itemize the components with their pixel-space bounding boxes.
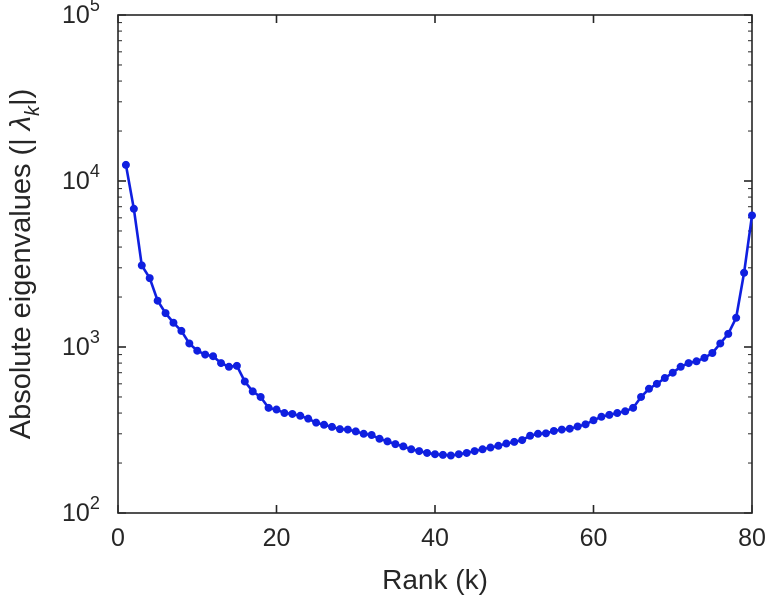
data-point: [549, 426, 558, 435]
data-point: [280, 409, 289, 418]
data-point: [201, 350, 210, 359]
data-point: [232, 361, 241, 370]
data-point: [534, 429, 543, 438]
data-point: [407, 445, 416, 454]
data-point: [153, 296, 162, 305]
data-point: [605, 410, 614, 419]
data-point: [740, 268, 749, 277]
y-tick-label: 103: [62, 327, 100, 361]
data-point: [248, 387, 257, 396]
x-tick-label: 20: [263, 524, 291, 552]
data-point: [423, 448, 432, 457]
data-point: [327, 422, 336, 431]
data-point: [526, 431, 535, 440]
y-tick-labels: 102 103 104 105: [62, 0, 100, 527]
data-point: [518, 436, 527, 445]
data-point: [494, 441, 503, 450]
data-point: [217, 359, 226, 368]
data-point: [240, 377, 249, 386]
data-point: [296, 411, 305, 420]
data-point: [438, 450, 447, 459]
data-point: [264, 403, 273, 412]
data-point: [589, 416, 598, 425]
data-point: [431, 450, 439, 459]
data-point: [621, 407, 630, 416]
data-point: [391, 440, 400, 449]
data-point: [462, 448, 471, 457]
data-point: [478, 445, 487, 454]
data-point: [613, 409, 622, 418]
data-point: [732, 313, 741, 322]
data-point: [169, 318, 178, 327]
data-point: [660, 374, 669, 383]
data-point: [272, 405, 281, 414]
data-point: [668, 368, 677, 377]
data-point: [415, 447, 424, 456]
data-point: [137, 261, 146, 270]
data-point: [367, 431, 376, 440]
data-point: [748, 211, 756, 220]
data-point: [629, 403, 638, 412]
x-tick-label: 0: [111, 524, 125, 552]
y-tick-label: 105: [62, 0, 100, 29]
data-point: [454, 450, 463, 459]
data-point: [565, 424, 574, 433]
data-point: [510, 437, 519, 446]
data-point: [375, 434, 384, 443]
data-point: [320, 420, 329, 429]
data-point: [288, 409, 297, 418]
data-point: [470, 447, 479, 456]
data-point: [637, 392, 646, 401]
data-point: [692, 357, 701, 366]
data-point: [304, 414, 313, 423]
data-point: [335, 425, 344, 434]
data-point: [684, 359, 693, 368]
data-point: [652, 379, 661, 388]
data-point: [256, 392, 265, 401]
data-point: [185, 339, 194, 348]
data-point: [383, 437, 392, 446]
data-point: [486, 443, 495, 452]
data-point: [716, 339, 725, 348]
x-tick-label: 60: [580, 524, 608, 552]
data-point: [708, 349, 717, 358]
data-point: [700, 353, 709, 362]
data-point: [312, 418, 321, 427]
data-markers: [121, 160, 756, 460]
data-point: [541, 429, 550, 438]
x-tick-label: 80: [738, 524, 766, 552]
y-tick-label: 104: [62, 161, 100, 195]
data-point: [581, 420, 590, 429]
data-point: [573, 422, 582, 431]
data-point: [359, 429, 368, 438]
data-point: [161, 309, 170, 318]
data-point: [121, 160, 130, 169]
x-axis-label: Rank (k): [382, 564, 488, 595]
data-point: [644, 384, 653, 393]
y-tick-label: 102: [62, 493, 100, 527]
data-point: [343, 425, 352, 434]
data-point: [676, 362, 685, 371]
x-tick-labels: 0 20 40 60 80: [111, 524, 766, 552]
data-point: [597, 412, 606, 421]
data-point: [177, 326, 186, 335]
axes-box: [117, 14, 753, 514]
data-point: [724, 329, 733, 338]
data-point: [351, 427, 360, 436]
data-point: [502, 439, 511, 448]
data-point: [129, 204, 138, 213]
y-axis-label: Absolute eigenvalues (| λk|): [5, 89, 44, 440]
data-point: [446, 451, 455, 460]
data-point: [209, 352, 218, 361]
data-point: [145, 274, 154, 283]
data-point: [193, 346, 202, 355]
data-point: [224, 362, 233, 371]
data-point: [557, 425, 566, 434]
x-tick-label: 40: [421, 524, 449, 552]
data-point: [399, 442, 408, 451]
